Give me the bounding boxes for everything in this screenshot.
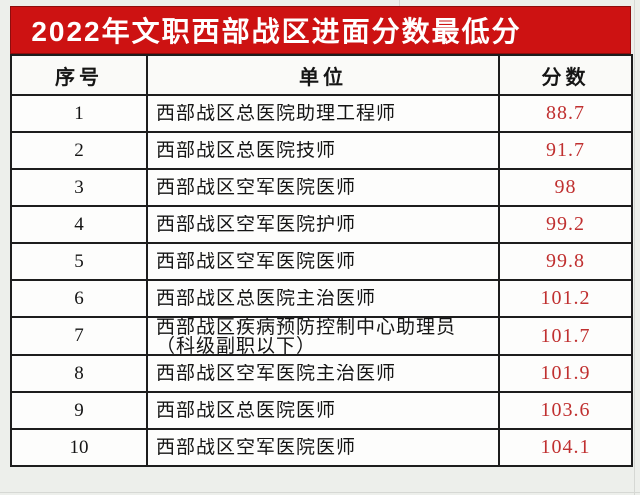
table-row: 5 西部战区空军医院医师 99.8 (10, 242, 633, 281)
score-cell: 91.7 (498, 131, 633, 170)
score-cell: 101.7 (498, 316, 633, 356)
table-row: 2 西部战区总医院技师 91.7 (10, 131, 633, 170)
table-row: 8 西部战区空军医院主治医师 101.9 (10, 354, 633, 393)
table-header-row: 序号 单位 分数 (10, 54, 633, 96)
row-index: 2 (10, 131, 148, 170)
row-index: 9 (10, 391, 148, 430)
row-index: 7 (10, 316, 148, 356)
unit-text: 西部战区总医院主治医师 (156, 289, 377, 308)
score-cell: 104.1 (498, 428, 633, 467)
margin-gridline-tick (399, 0, 400, 6)
score-cell: 88.7 (498, 94, 633, 133)
unit-text: 西部战区总医院助理工程师 (156, 104, 397, 123)
unit-cell: 西部战区总医院医师 (146, 391, 500, 430)
unit-text: 西部战区空军医院医师 (156, 252, 357, 271)
unit-cell: 西部战区空军医院医师 (146, 242, 500, 281)
row-index: 5 (10, 242, 148, 281)
table-row: 3 西部战区空军医院医师 98 (10, 168, 633, 207)
score-cell: 99.2 (498, 205, 633, 244)
unit-text: 西部战区空军医院主治医师 (156, 364, 397, 383)
page-title: 2022年文职西部战区进面分数最低分 (31, 16, 522, 47)
score-table: 序号 单位 分数 1 西部战区总医院助理工程师 88.7 2 西部战区总医院技师… (10, 54, 633, 467)
table-row: 7 西部战区疾病预防控制中心助理员（科级副职以下） 101.7 (10, 316, 633, 356)
score-cell: 98 (498, 168, 633, 207)
unit-cell: 西部战区空军医院主治医师 (146, 354, 500, 393)
table-row: 4 西部战区空军医院护师 99.2 (10, 205, 633, 244)
row-index: 8 (10, 354, 148, 393)
unit-cell: 西部战区空军医院医师 (146, 428, 500, 467)
score-cell: 101.2 (498, 279, 633, 318)
unit-cell: 西部战区总医院技师 (146, 131, 500, 170)
unit-text: 西部战区空军医院护师 (156, 215, 357, 234)
header-score: 分数 (498, 54, 633, 96)
table-row: 1 西部战区总医院助理工程师 88.7 (10, 94, 633, 133)
unit-text: 西部战区总医院医师 (156, 401, 337, 420)
unit-cell: 西部战区空军医院护师 (146, 205, 500, 244)
score-cell: 99.8 (498, 242, 633, 281)
row-index: 10 (10, 428, 148, 467)
table-row: 6 西部战区总医院主治医师 101.2 (10, 279, 633, 318)
table-row: 10 西部战区空军医院医师 104.1 (10, 428, 633, 467)
margin-gridline-horizontal (0, 492, 640, 493)
unit-text: 西部战区疾病预防控制中心助理员（科级副职以下） (156, 318, 457, 354)
unit-text: 西部战区总医院技师 (156, 141, 337, 160)
unit-text: 西部战区空军医院医师 (156, 178, 357, 197)
row-index: 6 (10, 279, 148, 318)
score-cell: 101.9 (498, 354, 633, 393)
row-index: 1 (10, 94, 148, 133)
header-index: 序号 (10, 54, 148, 96)
score-cell: 103.6 (498, 391, 633, 430)
margin-gridline-vertical (634, 0, 635, 495)
row-index: 3 (10, 168, 148, 207)
title-banner: 2022年文职西部战区进面分数最低分 (10, 6, 631, 54)
header-unit: 单位 (146, 54, 500, 96)
unit-cell: 西部战区空军医院医师 (146, 168, 500, 207)
table-row: 9 西部战区总医院医师 103.6 (10, 391, 633, 430)
unit-cell: 西部战区总医院主治医师 (146, 279, 500, 318)
unit-cell: 西部战区总医院助理工程师 (146, 94, 500, 133)
row-index: 4 (10, 205, 148, 244)
unit-text: 西部战区空军医院医师 (156, 438, 357, 457)
unit-cell: 西部战区疾病预防控制中心助理员（科级副职以下） (146, 316, 500, 356)
